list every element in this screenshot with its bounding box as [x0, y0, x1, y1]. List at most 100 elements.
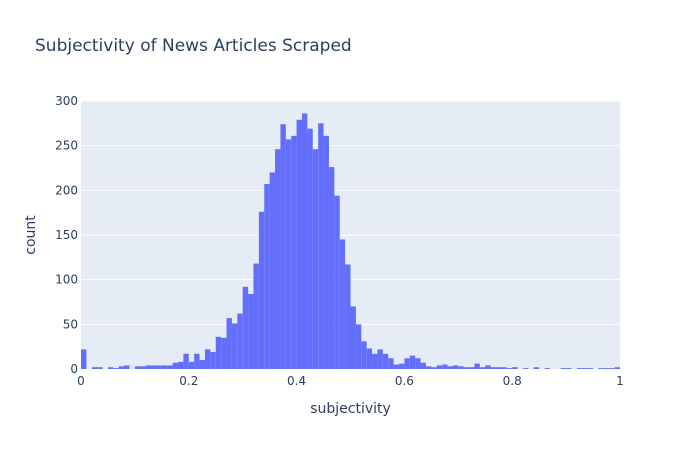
histogram-bar: [328, 167, 335, 369]
histogram-bar: [258, 211, 265, 369]
histogram-bar: [582, 368, 588, 369]
histogram-bar: [172, 362, 179, 369]
histogram-bar: [393, 364, 400, 369]
histogram-bar: [248, 293, 254, 369]
histogram-bar: [350, 306, 356, 369]
histogram-bar: [323, 135, 329, 369]
y-tick-label: 200: [55, 183, 78, 197]
histogram-bar: [134, 366, 141, 369]
histogram-bar: [345, 264, 351, 369]
histogram-bar: [188, 361, 195, 369]
x-tick-label: 0.8: [503, 374, 522, 388]
histogram-bar: [291, 135, 297, 369]
histogram-bar: [485, 365, 491, 369]
y-tick-label: 0: [70, 362, 78, 376]
histogram-bar: [339, 239, 346, 369]
chart-title: Subjectivity of News Articles Scraped: [35, 36, 352, 56]
x-tick-label: 1: [616, 374, 624, 388]
histogram-bar: [140, 366, 146, 369]
histogram-bar: [614, 367, 620, 369]
x-tick-label: 0.4: [287, 374, 306, 388]
histogram-bar: [452, 365, 459, 369]
histogram-bar: [231, 323, 238, 369]
histogram-bar: [161, 365, 168, 369]
histogram-bar: [107, 367, 114, 369]
histogram-bar: [458, 366, 464, 369]
y-tick-label: 150: [55, 228, 78, 242]
histogram-bar: [436, 365, 443, 369]
histogram-bar: [372, 353, 378, 369]
histogram-bar: [355, 324, 362, 369]
histogram-bar: [425, 366, 432, 369]
histogram-bar: [113, 368, 119, 369]
histogram-bar: [194, 353, 200, 369]
histogram-bar: [431, 367, 437, 369]
histogram-bar: [253, 263, 259, 369]
histogram-bar: [409, 355, 416, 369]
histogram-bar: [447, 366, 453, 369]
histogram-bar: [307, 128, 313, 369]
x-tick-label: 0.6: [395, 374, 414, 388]
histogram-bar: [377, 349, 383, 369]
histogram-bar: [404, 358, 410, 369]
histogram-bar: [178, 361, 184, 369]
histogram-bar: [512, 367, 518, 369]
histogram-bar: [199, 360, 205, 369]
histogram-bar: [145, 365, 152, 369]
histogram-bar: [151, 365, 157, 369]
histogram-bar: [533, 367, 540, 369]
y-tick-label: 300: [55, 94, 78, 108]
histogram-bar: [221, 337, 227, 369]
histogram-bar: [603, 368, 610, 369]
histogram-bar: [204, 349, 211, 369]
histogram-bar: [576, 368, 583, 369]
histogram-bars: [81, 113, 620, 369]
histogram-bar: [420, 362, 426, 369]
histogram-bar: [97, 367, 103, 369]
x-tick-label: 0.2: [179, 374, 198, 388]
histogram-bar: [560, 368, 567, 369]
histogram-bar: [366, 348, 373, 369]
histogram-bar: [442, 364, 448, 369]
histogram-bar: [388, 358, 394, 369]
histogram-bar: [463, 367, 470, 369]
histogram-bar: [474, 363, 480, 369]
histogram-bar: [609, 368, 615, 369]
histogram-bar: [183, 353, 189, 369]
histogram-bar: [566, 368, 572, 369]
histogram-bar: [469, 367, 475, 369]
y-tick-label: 250: [55, 139, 78, 153]
y-tick-label: 100: [55, 273, 78, 287]
histogram-bar: [544, 368, 550, 369]
histogram-bar: [118, 366, 125, 369]
histogram-bar: [81, 349, 87, 369]
histogram-bar: [522, 368, 529, 369]
histogram-bar: [415, 358, 421, 369]
histogram-bar: [242, 286, 249, 369]
histogram-bar: [296, 119, 302, 369]
histogram-bar: [318, 123, 324, 369]
histogram-bar: [280, 124, 286, 369]
y-tick-label: 50: [63, 317, 78, 331]
histogram-bar: [587, 368, 594, 369]
histogram-bar: [285, 139, 292, 369]
histogram-bar: [167, 365, 173, 369]
histogram-bar: [237, 313, 243, 369]
histogram-bar: [501, 367, 507, 369]
histogram-bar: [382, 353, 389, 369]
histogram-bar: [479, 367, 486, 369]
histogram-bar: [301, 113, 308, 369]
histogram-bar: [490, 367, 497, 369]
histogram-bar: [210, 352, 216, 369]
histogram-bar: [264, 184, 270, 369]
histogram-bar: [361, 341, 367, 369]
histogram-bar: [275, 149, 281, 369]
x-axis-title: subjectivity: [310, 401, 391, 417]
x-axis-tick-labels: 0 0.2 0.4 0.6 0.8 1: [77, 374, 624, 388]
histogram-bar: [215, 336, 222, 369]
histogram-bar: [91, 367, 98, 369]
histogram-bar: [156, 365, 162, 369]
histogram-bar: [226, 318, 232, 369]
